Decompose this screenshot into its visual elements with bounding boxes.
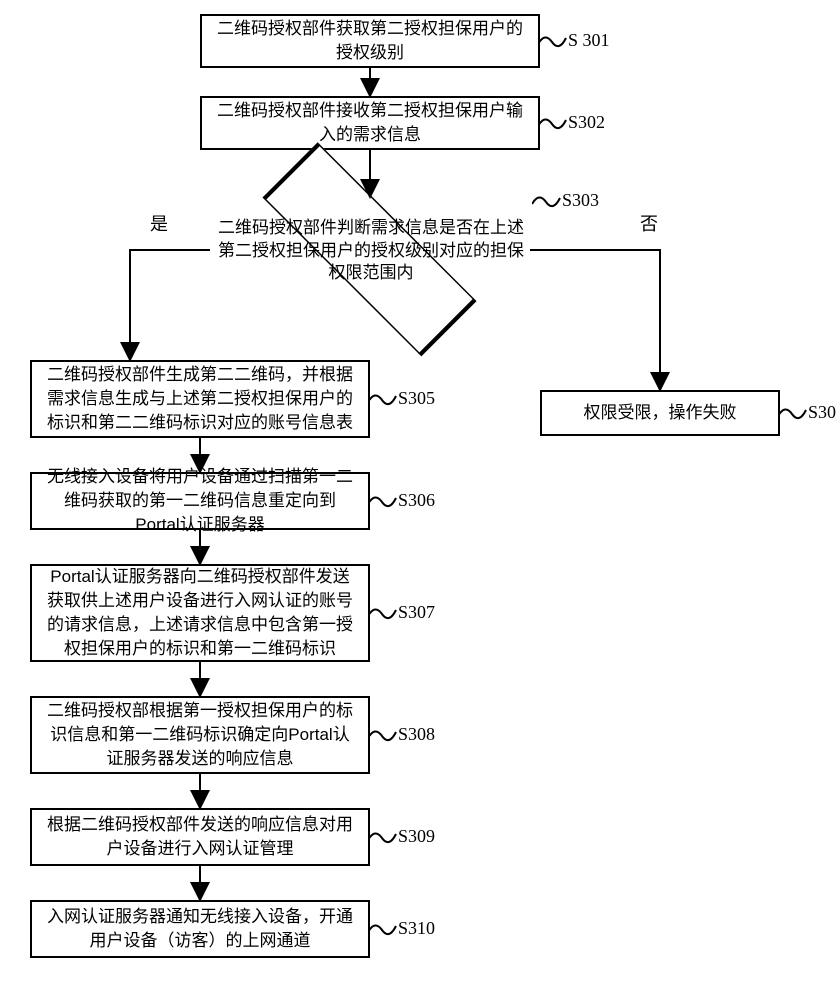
- process-text: 二维码授权部件接收第二授权担保用户输入的需求信息: [212, 99, 528, 147]
- label-no: 否: [640, 210, 658, 236]
- decision-s303: [262, 142, 477, 357]
- process-text: 权限受限，操作失败: [584, 401, 737, 425]
- step-label: S307: [398, 602, 435, 623]
- process-s302: 二维码授权部件接收第二授权担保用户输入的需求信息: [200, 96, 540, 150]
- process-s308: 二维码授权部根据第一授权担保用户的标识信息和第一二维码标识确定向Portal认证…: [30, 696, 370, 774]
- flowchart-canvas: 二维码授权部件获取第二授权担保用户的授权级别 S 301 二维码授权部件接收第二授权…: [0, 0, 836, 1000]
- process-text: 二维码授权部根据第一授权担保用户的标识信息和第一二维码标识确定向Portal认证…: [42, 699, 358, 770]
- process-s305: 二维码授权部件生成第二二维码，并根据需求信息生成与上述第二授权担保用户的标识和第…: [30, 360, 370, 438]
- process-s301: 二维码授权部件获取第二授权担保用户的授权级别: [200, 14, 540, 68]
- step-label: S306: [398, 490, 435, 511]
- process-s304: 权限受限，操作失败: [540, 390, 780, 436]
- process-s307: Portal认证服务器向二维码授权部件发送获取供上述用户设备进行入网认证的账号的…: [30, 564, 370, 662]
- label-yes: 是: [150, 210, 168, 236]
- step-label: S305: [398, 388, 435, 409]
- step-label: S310: [398, 918, 435, 939]
- process-s310: 入网认证服务器通知无线接入设备，开通用户设备（访客）的上网通道: [30, 900, 370, 958]
- process-text: 二维码授权部件获取第二授权担保用户的授权级别: [212, 17, 528, 65]
- process-s306: 无线接入设备将用户设备通过扫描第一二维码获取的第一二维码信息重定向到Portal…: [30, 472, 370, 530]
- process-s309: 根据二维码授权部件发送的响应信息对用户设备进行入网认证管理: [30, 808, 370, 866]
- step-label: S 301: [568, 30, 610, 51]
- step-label: S308: [398, 724, 435, 745]
- process-text: 根据二维码授权部件发送的响应信息对用户设备进行入网认证管理: [42, 813, 358, 861]
- process-text: Portal认证服务器向二维码授权部件发送获取供上述用户设备进行入网认证的账号的…: [42, 565, 358, 660]
- step-label: S304: [808, 402, 836, 423]
- step-label: S309: [398, 826, 435, 847]
- step-label: S303: [562, 190, 599, 211]
- step-label: S302: [568, 112, 605, 133]
- process-text: 入网认证服务器通知无线接入设备，开通用户设备（访客）的上网通道: [42, 905, 358, 953]
- process-text: 无线接入设备将用户设备通过扫描第一二维码获取的第一二维码信息重定向到Portal…: [42, 465, 358, 536]
- process-text: 二维码授权部件生成第二二维码，并根据需求信息生成与上述第二授权担保用户的标识和第…: [42, 363, 358, 434]
